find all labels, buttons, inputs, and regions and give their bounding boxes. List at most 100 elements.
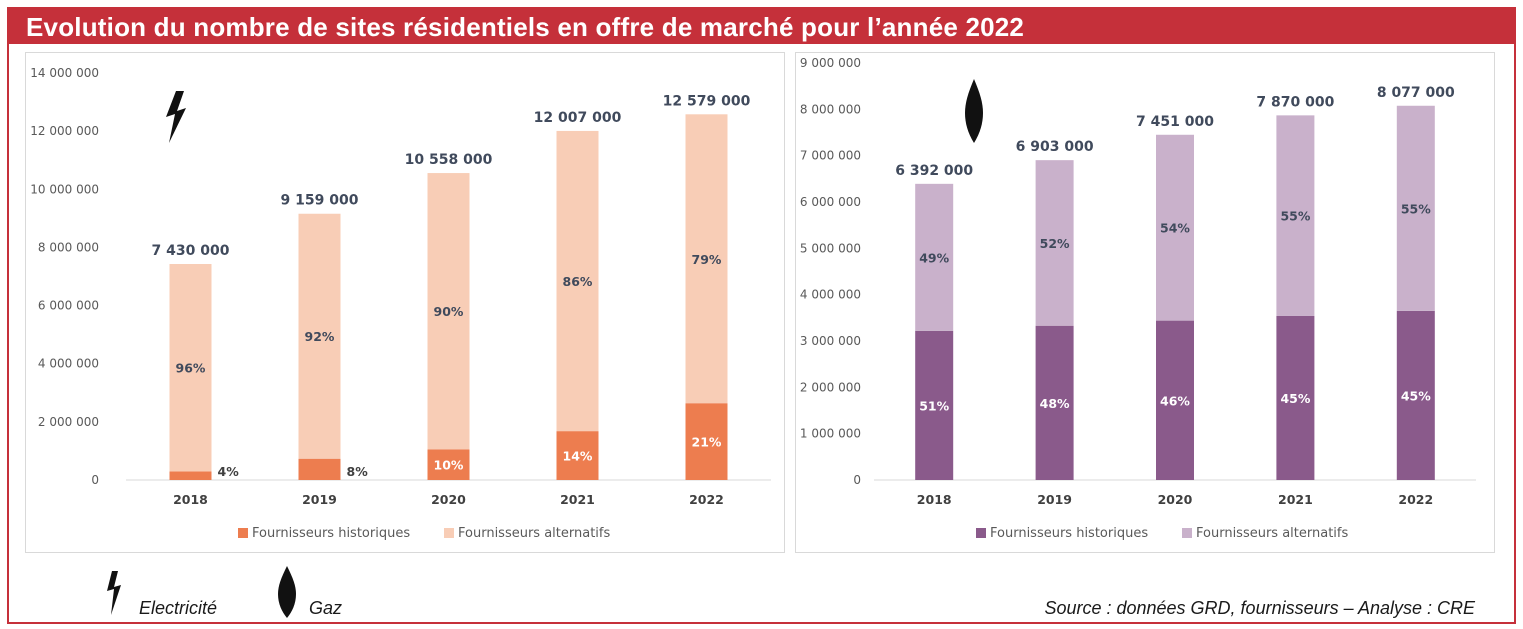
- gaz-bar-alternatif: [915, 183, 954, 331]
- gaz-total-label: 7 451 000: [1136, 114, 1214, 130]
- elec-category-label: 2022: [689, 492, 724, 507]
- gaz-bar-alternatif: [1396, 105, 1435, 311]
- elec-total-label: 7 430 000: [152, 243, 230, 259]
- elec-y-tick-label: 10 000 000: [30, 182, 99, 196]
- electricity-chart: 0 2 000 000 4 000 000 6 000 000 8 000 000 10 …: [30, 66, 771, 541]
- gaz-y-tick-label: 9 000 000: [800, 56, 861, 70]
- gaz-total-label: 6 903 000: [1016, 139, 1094, 155]
- gaz-share-label-historique: 51%: [919, 398, 949, 413]
- elec-bar-alternatif: [556, 130, 599, 432]
- gaz-legend-label: Fournisseurs historiques: [990, 526, 1148, 541]
- gaz-legend-label: Fournisseurs alternatifs: [1196, 526, 1348, 541]
- gaz-share-label-alternatif: 55%: [1280, 209, 1310, 224]
- elec-bar-historique: [169, 471, 212, 480]
- elec-bar-alternatif: [169, 263, 212, 472]
- gaz-share-label-alternatif: 54%: [1160, 221, 1190, 236]
- gaz-bar-alternatif: [1276, 115, 1315, 316]
- gaz-share-label-historique: 45%: [1401, 388, 1431, 403]
- elec-share-label-alternatif: 92%: [305, 329, 335, 344]
- gaz-category-label: 2018: [917, 492, 952, 507]
- gaz-share-label-alternatif: 52%: [1040, 236, 1070, 251]
- gaz-y-tick-label: 6 000 000: [800, 195, 861, 209]
- gaz-bar-historique: [1156, 320, 1194, 480]
- elec-share-label-historique: 14%: [563, 449, 593, 464]
- source-note: Source : données GRD, fournisseurs – Ana…: [1044, 598, 1475, 618]
- legend-electricite: Electricité: [139, 598, 218, 618]
- elec-bar-alternatif: [427, 173, 470, 450]
- elec-share-label-alternatif: 86%: [563, 274, 593, 289]
- elec-category-label: 2019: [302, 492, 337, 507]
- gaz-y-tick-label: 4 000 000: [800, 288, 861, 302]
- elec-total-label: 9 159 000: [281, 193, 359, 209]
- lightning-icon: [166, 91, 186, 143]
- title-bar: [7, 7, 1516, 44]
- gas-flame-icon: [278, 566, 296, 618]
- elec-bar-alternatif: [685, 114, 728, 404]
- lightning-icon: [107, 571, 121, 615]
- elec-legend-swatch: [238, 528, 248, 538]
- gaz-share-label-historique: 46%: [1160, 393, 1190, 408]
- gaz-bar-historique: [1035, 325, 1074, 480]
- elec-legend-label: Fournisseurs historiques: [252, 526, 410, 541]
- gaz-y-tick-label: 0: [853, 473, 861, 487]
- elec-share-label-historique: 4%: [218, 464, 240, 479]
- elec-total-label: 12 579 000: [663, 93, 751, 109]
- elec-category-label: 2021: [560, 492, 595, 507]
- elec-legend-swatch: [444, 528, 454, 538]
- elec-share-label-alternatif: 90%: [434, 304, 464, 319]
- gaz-y-tick-label: 7 000 000: [800, 149, 861, 163]
- elec-total-label: 12 007 000: [534, 110, 622, 126]
- elec-share-label-alternatif: 79%: [692, 252, 722, 267]
- gaz-total-label: 7 870 000: [1256, 94, 1334, 110]
- elec-y-tick-label: 2 000 000: [38, 415, 99, 429]
- gaz-y-tick-label: 5 000 000: [800, 241, 861, 255]
- elec-share-label-historique: 8%: [347, 464, 369, 479]
- elec-category-label: 2018: [173, 492, 208, 507]
- elec-legend-label: Fournisseurs alternatifs: [458, 526, 610, 541]
- gas-chart-panel: 0 1 000 000 2 000 000 3 000 000 4 000 000 5 0…: [795, 52, 1495, 553]
- gaz-category-label: 2019: [1037, 492, 1072, 507]
- gas-chart: 0 1 000 000 2 000 000 3 000 000 4 000 000 5 0…: [800, 56, 1476, 541]
- gaz-bar-alternatif: [1156, 134, 1194, 321]
- gaz-total-label: 6 392 000: [895, 163, 973, 179]
- gaz-share-label-historique: 48%: [1040, 396, 1070, 411]
- gaz-category-label: 2020: [1158, 492, 1193, 507]
- elec-bar-historique: [685, 403, 728, 480]
- elec-bar-alternatif: [298, 213, 341, 459]
- elec-bar-historique: [298, 458, 341, 480]
- gaz-y-tick-label: 2 000 000: [800, 380, 861, 394]
- elec-total-label: 10 558 000: [405, 152, 493, 168]
- legend-gaz: Gaz: [309, 598, 343, 618]
- gaz-category-label: 2022: [1398, 492, 1433, 507]
- gaz-y-tick-label: 8 000 000: [800, 102, 861, 116]
- gaz-share-label-historique: 45%: [1280, 391, 1310, 406]
- gaz-legend-swatch: [1182, 528, 1192, 538]
- elec-share-label-historique: 21%: [692, 435, 722, 450]
- gaz-total-label: 8 077 000: [1377, 85, 1455, 101]
- gas-flame-icon: [965, 79, 983, 143]
- gaz-bar-alternatif: [1035, 160, 1074, 326]
- gaz-share-label-alternatif: 55%: [1401, 201, 1431, 216]
- elec-category-label: 2020: [431, 492, 466, 507]
- gaz-category-label: 2021: [1278, 492, 1313, 507]
- outer-frame: [7, 7, 1516, 624]
- elec-y-tick-label: 4 000 000: [38, 357, 99, 371]
- gaz-share-label-alternatif: 49%: [919, 250, 949, 265]
- gaz-legend-swatch: [976, 528, 986, 538]
- gaz-bar-historique: [1276, 315, 1315, 480]
- page-title: Evolution du nombre de sites résidentiel…: [26, 12, 1025, 42]
- elec-share-label-alternatif: 96%: [176, 361, 206, 376]
- elec-share-label-historique: 10%: [434, 458, 464, 473]
- gaz-bar-historique: [1396, 310, 1435, 480]
- elec-bar-historique: [556, 431, 599, 480]
- elec-y-tick-label: 14 000 000: [30, 66, 99, 80]
- elec-y-tick-label: 8 000 000: [38, 240, 99, 254]
- elec-y-tick-label: 12 000 000: [30, 124, 99, 138]
- elec-y-tick-label: 0: [91, 473, 99, 487]
- gaz-bar-historique: [915, 330, 954, 480]
- electricity-chart-panel: 0 2 000 000 4 000 000 6 000 000 8 000 000 10 …: [25, 52, 785, 553]
- gaz-y-tick-label: 3 000 000: [800, 334, 861, 348]
- gaz-y-tick-label: 1 000 000: [800, 427, 861, 441]
- elec-y-tick-label: 6 000 000: [38, 299, 99, 313]
- elec-bar-historique: [427, 449, 470, 480]
